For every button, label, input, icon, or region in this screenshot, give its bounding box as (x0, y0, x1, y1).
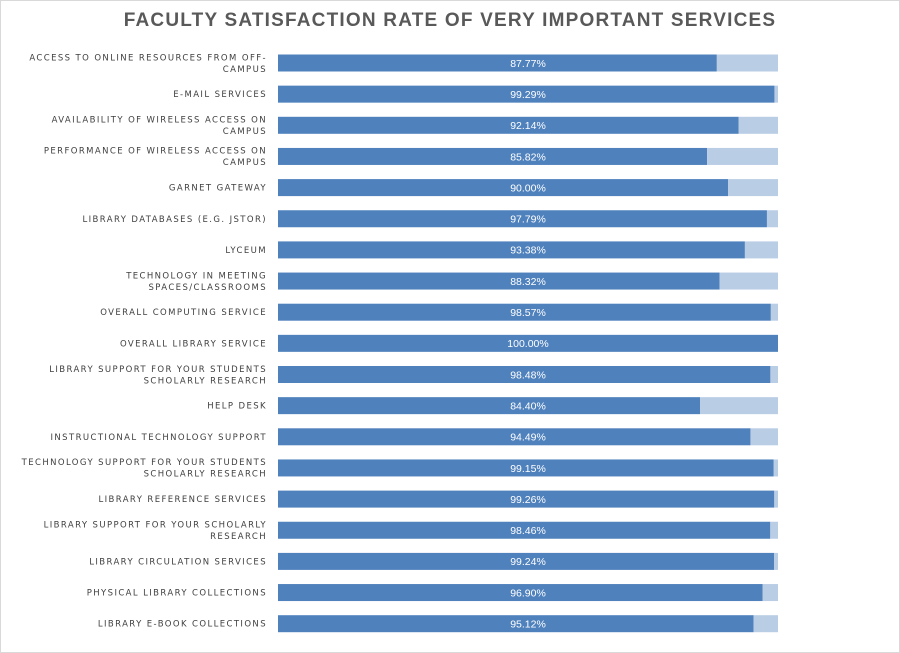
data-label: 98.46% (510, 525, 546, 537)
bar-satisfied (278, 552, 775, 570)
bar-remainder (707, 147, 778, 165)
category-label: RESEARCH (210, 532, 267, 542)
data-label: 100.00% (507, 338, 548, 350)
data-label: 94.49% (510, 432, 546, 444)
bar-remainder (770, 303, 778, 321)
category-label: SCHOLARLY RESEARCH (144, 376, 267, 386)
data-label: 98.48% (510, 369, 546, 381)
category-label: CAMPUS (223, 65, 267, 75)
data-label: 87.77% (510, 58, 546, 70)
data-label: 88.32% (510, 276, 546, 288)
data-label: 98.57% (510, 307, 546, 319)
category-label: TECHNOLOGY IN MEETING (125, 271, 267, 281)
bar-remainder (750, 428, 778, 446)
data-label: 97.79% (510, 214, 546, 226)
bar-remainder (774, 552, 778, 570)
category-label: E-MAIL SERVICES (173, 90, 267, 100)
bar-remainder (770, 521, 778, 539)
bar-satisfied (278, 584, 763, 602)
bar-remainder (728, 179, 778, 197)
data-label: 85.82% (510, 151, 546, 163)
bar-satisfied (278, 490, 775, 508)
bar-satisfied (278, 272, 720, 290)
bar-satisfied (278, 210, 767, 228)
bar-remainder (738, 116, 778, 134)
bar-satisfied (278, 459, 774, 477)
data-label: 96.90% (510, 587, 546, 599)
category-label: GARNET GATEWAY (169, 184, 267, 194)
bar-satisfied (278, 241, 745, 259)
category-label: ACCESS TO ONLINE RESOURCES FROM OFF- (29, 53, 267, 63)
bar-remainder (774, 85, 778, 103)
category-label: TECHNOLOGY SUPPORT FOR YOUR STUDENTS (21, 458, 267, 468)
category-label: HELP DESK (207, 402, 267, 412)
bar-satisfied (278, 615, 754, 633)
bar-satisfied (278, 521, 771, 539)
data-label: 99.15% (510, 463, 546, 475)
data-label: 92.14% (510, 120, 546, 132)
category-label: SPACES/CLASSROOMS (149, 283, 268, 293)
bar-satisfied (278, 334, 778, 352)
data-label: 93.38% (510, 245, 546, 257)
bar-remainder (770, 366, 778, 383)
data-label: 99.24% (510, 556, 546, 568)
bar-remainder (774, 490, 778, 508)
bar-remainder (762, 584, 778, 602)
bar-satisfied (278, 303, 771, 321)
category-label: PERFORMANCE OF WIRELESS ACCESS ON (44, 147, 267, 157)
bar-satisfied (278, 54, 717, 72)
bar-remainder (700, 397, 778, 415)
bar-satisfied (278, 397, 700, 415)
bar-satisfied (278, 428, 751, 446)
category-label: OVERALL LIBRARY SERVICE (120, 339, 267, 349)
category-label: LYCEUM (225, 246, 267, 256)
category-label: OVERALL COMPUTING SERVICE (100, 308, 267, 318)
bar-satisfied (278, 85, 775, 103)
bar-remainder (744, 241, 778, 259)
bar-satisfied (278, 147, 708, 165)
category-label: PHYSICAL LIBRARY COLLECTIONS (87, 589, 267, 599)
category-label: CAMPUS (223, 158, 267, 168)
chart-title: FACULTY SATISFACTION RATE OF VERY IMPORT… (123, 10, 777, 31)
category-label: LIBRARY CIRCULATION SERVICES (89, 557, 267, 567)
category-label: AVAILABILITY OF WIRELESS ACCESS ON (52, 116, 267, 126)
category-label: LIBRARY SUPPORT FOR YOUR STUDENTS (49, 365, 267, 375)
bar-remainder (753, 615, 778, 633)
category-label: LIBRARY REFERENCE SERVICES (98, 495, 267, 505)
category-label: CAMPUS (223, 127, 267, 137)
bar-remainder (766, 210, 778, 228)
bar-remainder (716, 54, 778, 72)
bar-satisfied (278, 179, 728, 197)
bar-remainder (773, 459, 778, 477)
data-label: 84.40% (510, 400, 546, 412)
data-label: 95.12% (510, 619, 546, 631)
category-label: LIBRARY E-BOOK COLLECTIONS (98, 620, 267, 630)
bar-satisfied (278, 366, 771, 383)
data-label: 99.29% (510, 89, 546, 101)
category-label: SCHOLARLY RESEARCH (144, 470, 267, 480)
data-label: 99.26% (510, 494, 546, 506)
data-label: 90.00% (510, 182, 546, 194)
bar-remainder (719, 272, 778, 290)
category-label: INSTRUCTIONAL TECHNOLOGY SUPPORT (51, 433, 267, 443)
category-label: LIBRARY DATABASES (E.G. JSTOR) (83, 215, 268, 225)
category-label: LIBRARY SUPPORT FOR YOUR SCHOLARLY (44, 521, 267, 531)
bar-satisfied (278, 116, 739, 134)
